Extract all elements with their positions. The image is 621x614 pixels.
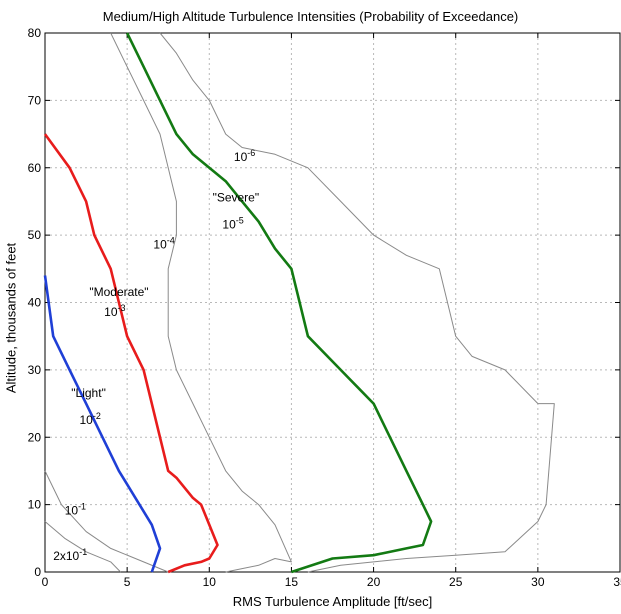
series-line — [43, 133, 219, 574]
y-tick-label: 50 — [28, 228, 42, 242]
chart-title: Medium/High Altitude Turbulence Intensit… — [102, 9, 519, 24]
series-line — [44, 470, 169, 573]
annotation-label: 10-3 — [104, 303, 125, 319]
y-tick-label: 0 — [34, 565, 41, 579]
y-tick-label: 20 — [28, 430, 42, 444]
annotation-label: 10-1 — [65, 502, 86, 518]
series-line — [43, 275, 162, 573]
annotation-label: 10-6 — [234, 148, 255, 164]
x-tick-label: 35 — [613, 575, 621, 589]
series-line — [44, 521, 121, 573]
y-tick-label: 60 — [28, 161, 42, 175]
x-axis-label: RMS Turbulence Amplitude [ft/sec] — [232, 594, 433, 609]
annotation-label: "Moderate" — [89, 285, 148, 299]
x-tick-label: 5 — [124, 575, 131, 589]
series-line — [159, 32, 555, 573]
x-tick-label: 15 — [285, 575, 299, 589]
annotation-label: "Severe" — [213, 190, 260, 204]
x-tick-label: 20 — [367, 575, 381, 589]
y-tick-label: 30 — [28, 363, 42, 377]
x-tick-label: 10 — [203, 575, 217, 589]
series-line — [125, 32, 433, 574]
y-tick-label: 70 — [28, 93, 42, 107]
x-tick-label: 0 — [42, 575, 49, 589]
series-line — [110, 32, 292, 573]
y-tick-label: 10 — [28, 498, 42, 512]
y-tick-label: 80 — [28, 26, 42, 40]
x-tick-label: 25 — [449, 575, 463, 589]
y-tick-label: 40 — [28, 296, 42, 310]
annotation-label: 10-4 — [153, 236, 174, 252]
y-axis-label: Altitude, thousands of feet — [3, 242, 19, 394]
x-tick-label: 30 — [531, 575, 545, 589]
annotation-label: 10-2 — [80, 411, 101, 427]
annotation-label: "Light" — [71, 386, 106, 400]
annotation-label: 2x10-1 — [53, 547, 87, 563]
annotation-label: 10-5 — [222, 215, 243, 231]
